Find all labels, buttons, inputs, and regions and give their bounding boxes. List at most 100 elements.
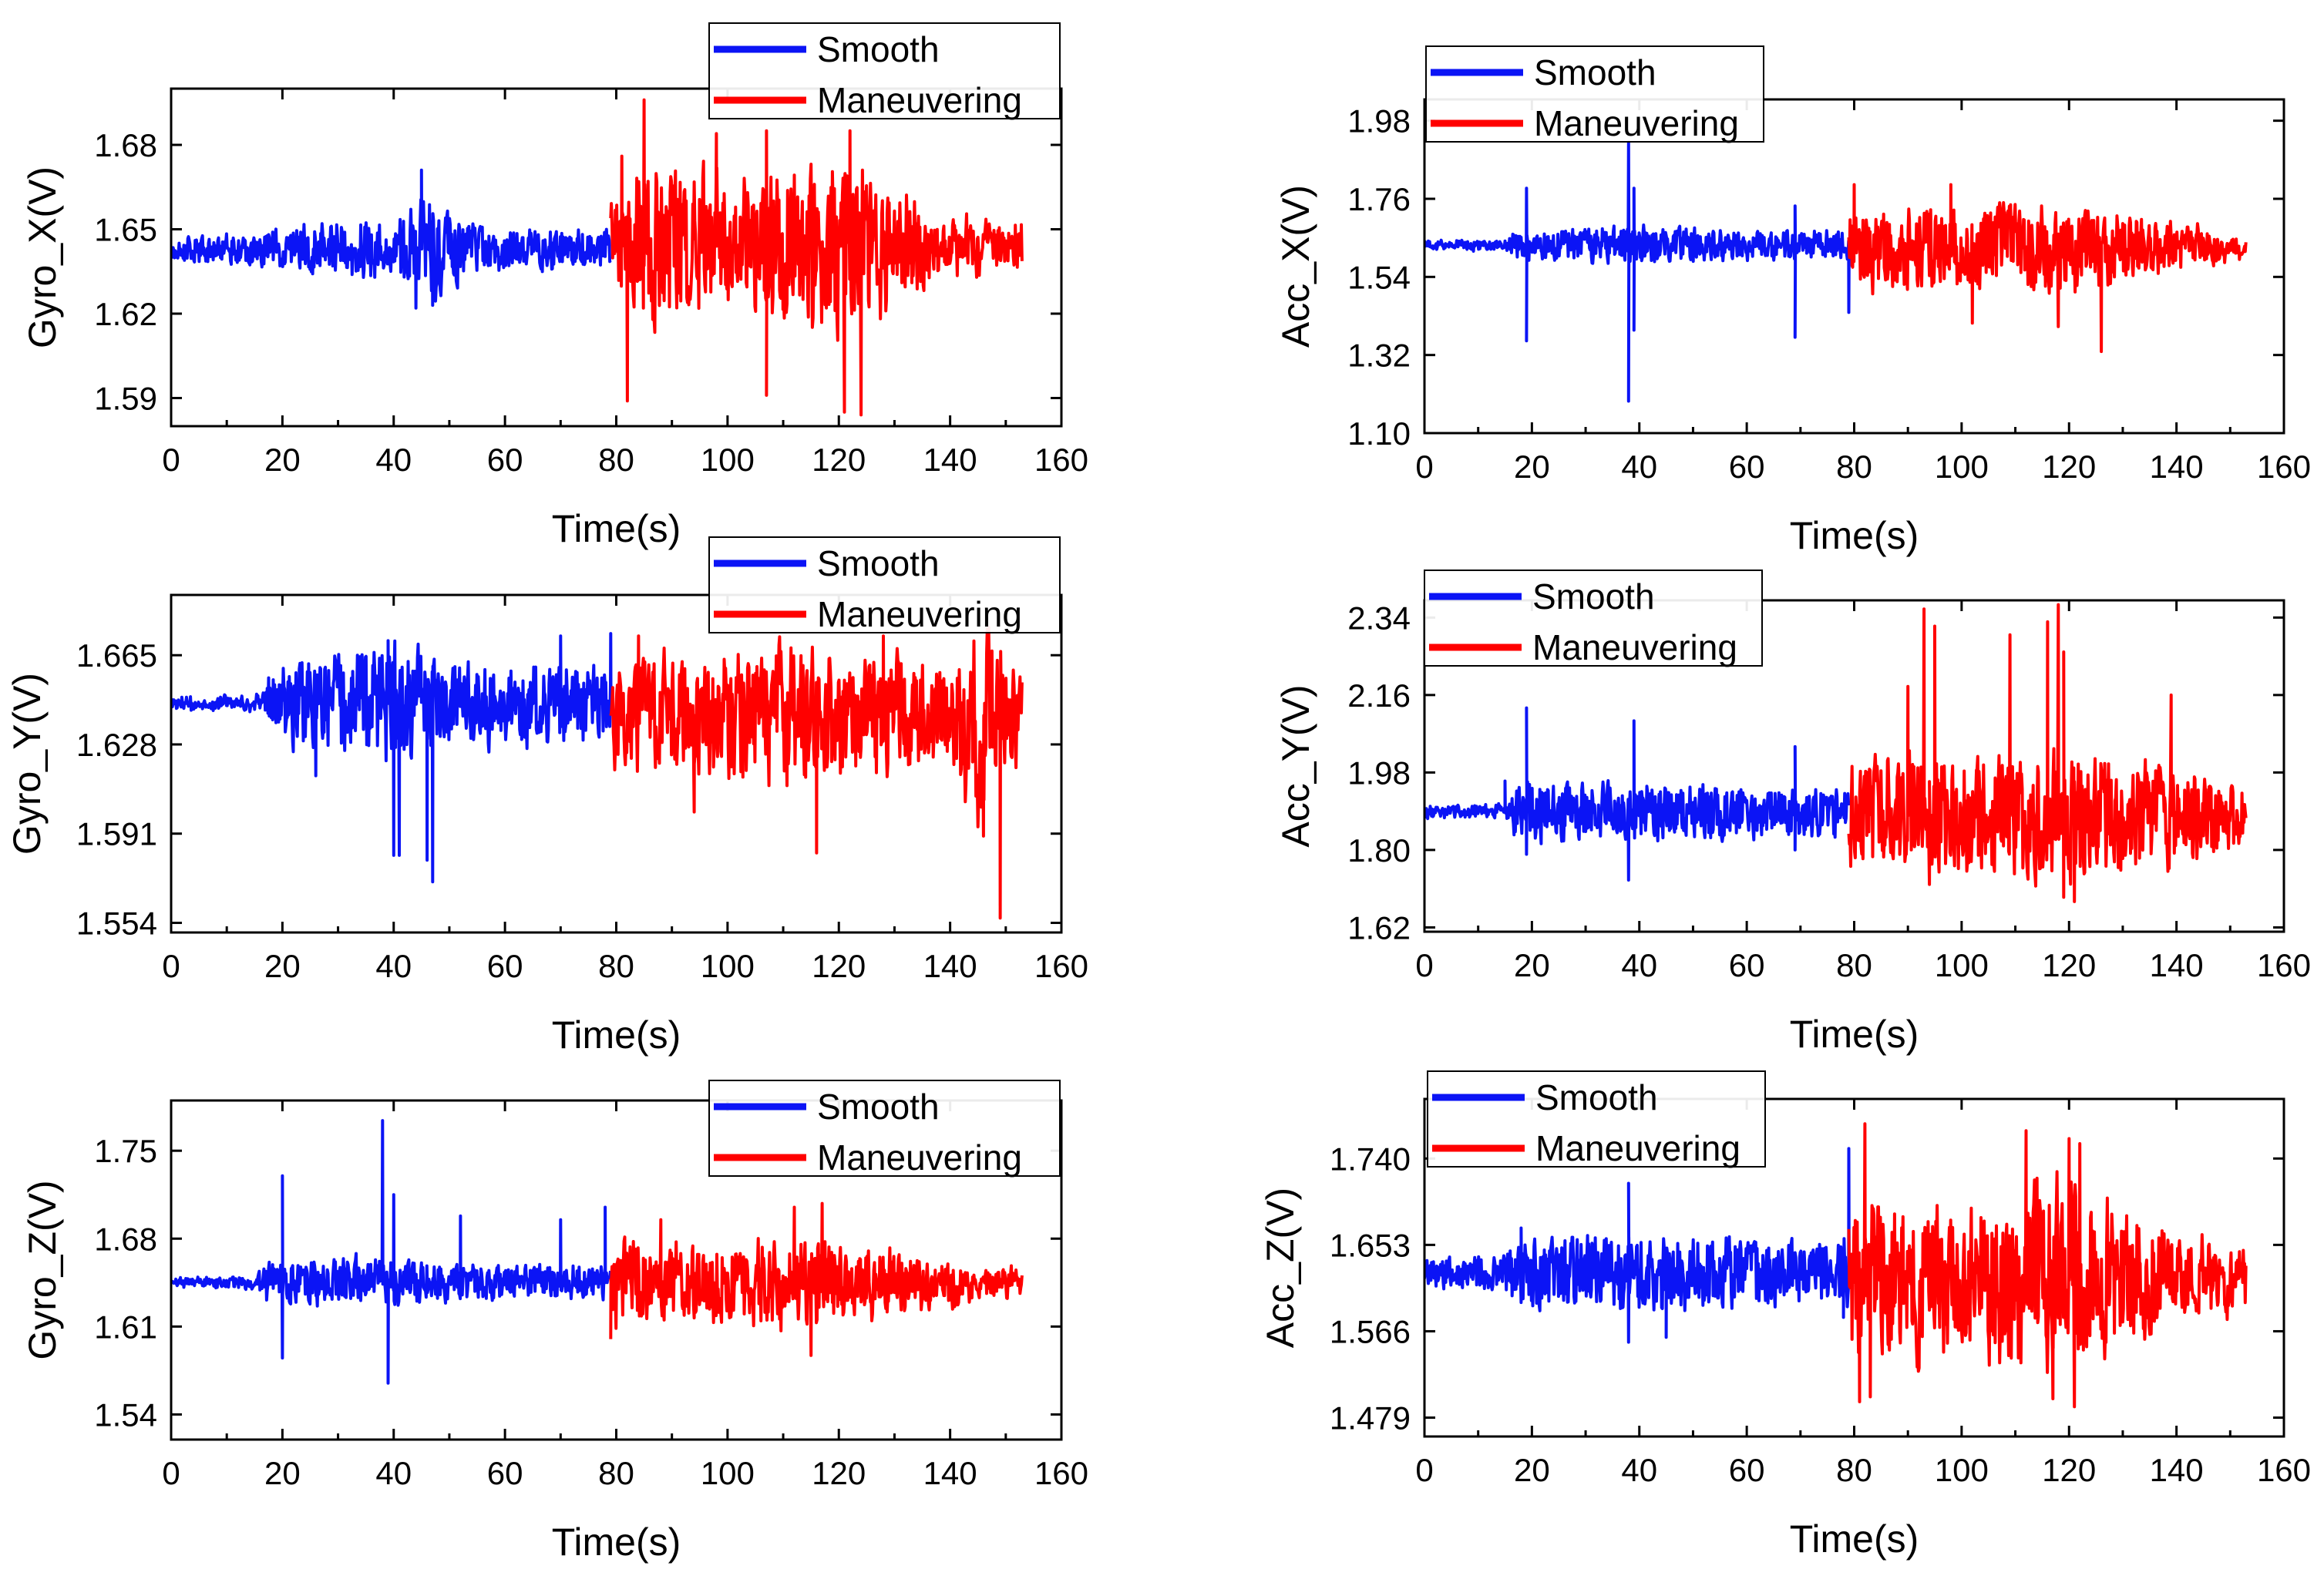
y-tick-label: 1.653 bbox=[1330, 1227, 1411, 1263]
x-tick-label: 120 bbox=[2042, 1452, 2096, 1488]
x-tick-label: 140 bbox=[2150, 449, 2204, 485]
x-tick-label: 120 bbox=[812, 442, 866, 478]
x-tick-label: 60 bbox=[487, 442, 523, 478]
chart-acc-y: 0 20 40 60 80 100 120 140 160 1.62 1.80 1.98 2.16 2.3… bbox=[1274, 570, 2311, 1056]
y-tick-label: 1.98 bbox=[1347, 754, 1411, 791]
y-tick-label: 1.740 bbox=[1330, 1141, 1411, 1177]
series-line-smooth bbox=[1424, 1147, 1851, 1344]
x-tick-label: 80 bbox=[1836, 1452, 1872, 1488]
y-tick-label: 1.98 bbox=[1347, 103, 1411, 139]
x-tick-label: 60 bbox=[487, 948, 523, 984]
y-axis-title: Acc_Z(V) bbox=[1259, 1188, 1302, 1348]
y-tick-label: 1.54 bbox=[94, 1396, 157, 1433]
legend-label-smooth: Smooth bbox=[817, 29, 940, 69]
y-tick-label: 1.566 bbox=[1330, 1313, 1411, 1349]
x-tick-label: 100 bbox=[701, 948, 755, 984]
series-line-smooth bbox=[1424, 706, 1851, 882]
x-tick-label: 0 bbox=[162, 442, 180, 478]
y-tick-label: 1.32 bbox=[1347, 338, 1411, 374]
y-tick-label: 1.591 bbox=[76, 816, 157, 852]
x-tick-label: 80 bbox=[598, 948, 634, 984]
x-tick-label: 80 bbox=[598, 1455, 634, 1491]
legend-label-smooth: Smooth bbox=[1535, 1077, 1658, 1117]
x-tick-label: 0 bbox=[162, 948, 180, 984]
x-tick-label: 100 bbox=[1935, 449, 1989, 485]
y-axis-title: Acc_Y(V) bbox=[1274, 684, 1317, 847]
y-tick-label: 1.68 bbox=[94, 1221, 157, 1257]
y-tick-label: 1.479 bbox=[1330, 1400, 1411, 1436]
x-axis-title: Time(s) bbox=[552, 1520, 681, 1564]
x-tick-label: 100 bbox=[701, 442, 755, 478]
x-tick-label: 140 bbox=[2150, 947, 2204, 983]
x-tick-label: 20 bbox=[264, 1455, 301, 1491]
series-line-maneuvering bbox=[1847, 603, 2248, 903]
x-tick-label: 40 bbox=[1621, 449, 1657, 485]
legend-label-maneuvering: Maneuvering bbox=[1532, 627, 1737, 667]
series-line-maneuvering bbox=[609, 1201, 1024, 1357]
x-axis-title: Time(s) bbox=[1790, 514, 1919, 557]
legend-label-smooth: Smooth bbox=[1532, 576, 1655, 617]
y-axis-title: Gyro_Z(V) bbox=[21, 1180, 64, 1359]
x-tick-label: 160 bbox=[1034, 442, 1088, 478]
y-tick-label: 1.628 bbox=[76, 727, 157, 763]
x-tick-label: 0 bbox=[1415, 947, 1433, 983]
x-tick-label: 40 bbox=[375, 948, 412, 984]
legend-label-maneuvering: Maneuvering bbox=[817, 1137, 1022, 1178]
legend: Smooth Maneuvering bbox=[1424, 570, 1763, 667]
series-line-maneuvering bbox=[1847, 1122, 2248, 1409]
x-tick-label: 120 bbox=[812, 1455, 866, 1491]
x-tick-label: 80 bbox=[1836, 449, 1872, 485]
x-tick-label: 60 bbox=[487, 1455, 523, 1491]
legend: Smooth Maneuvering bbox=[1427, 1070, 1766, 1168]
x-tick-label: 120 bbox=[2042, 449, 2096, 485]
x-tick-label: 140 bbox=[2150, 1452, 2204, 1488]
y-tick-label: 1.54 bbox=[1347, 259, 1411, 295]
legend-label-maneuvering: Maneuvering bbox=[817, 80, 1022, 120]
series-line-maneuvering bbox=[1847, 183, 2248, 354]
y-tick-label: 2.34 bbox=[1347, 600, 1411, 636]
legend-label-smooth: Smooth bbox=[817, 1087, 940, 1127]
y-tick-label: 1.59 bbox=[94, 381, 157, 417]
x-tick-label: 160 bbox=[2257, 947, 2311, 983]
y-tick-label: 1.68 bbox=[94, 127, 157, 163]
x-tick-label: 60 bbox=[1729, 1452, 1765, 1488]
x-tick-label: 100 bbox=[701, 1455, 755, 1491]
y-tick-label: 1.65 bbox=[94, 212, 157, 248]
x-tick-label: 80 bbox=[598, 442, 634, 478]
x-tick-label: 80 bbox=[1836, 947, 1872, 983]
y-tick-label: 2.16 bbox=[1347, 677, 1411, 714]
y-tick-label: 1.665 bbox=[76, 637, 157, 674]
x-tick-label: 20 bbox=[1514, 449, 1550, 485]
x-tick-label: 20 bbox=[264, 442, 301, 478]
x-tick-label: 120 bbox=[812, 948, 866, 984]
legend-label-smooth: Smooth bbox=[1534, 52, 1656, 92]
y-axis-title: Gyro_Y(V) bbox=[5, 673, 49, 855]
x-tick-label: 100 bbox=[1935, 1452, 1989, 1488]
series-line-smooth bbox=[171, 1119, 612, 1385]
chart-gyro-y: 0 20 40 60 80 100 120 140 160 1.554 1.591 1.628 1.66… bbox=[5, 536, 1088, 1057]
x-tick-label: 160 bbox=[2257, 1452, 2311, 1488]
series-line-maneuvering bbox=[609, 626, 1024, 920]
legend-label-maneuvering: Maneuvering bbox=[1535, 1128, 1740, 1168]
x-tick-label: 20 bbox=[1514, 1452, 1550, 1488]
x-tick-label: 40 bbox=[375, 442, 412, 478]
chart-acc-x: 0 20 40 60 80 100 120 140 160 1.10 1.32 1.54 1.76 1.9… bbox=[1274, 45, 2311, 557]
x-tick-label: 60 bbox=[1729, 449, 1765, 485]
legend-label-maneuvering: Maneuvering bbox=[817, 594, 1022, 634]
y-tick-label: 1.10 bbox=[1347, 415, 1411, 452]
y-axis-title: Gyro_X(V) bbox=[21, 166, 64, 348]
series-line-smooth bbox=[171, 168, 612, 310]
series-line-smooth bbox=[171, 632, 613, 884]
x-tick-label: 120 bbox=[2042, 947, 2096, 983]
chart-gyro-x: 0 20 40 60 80 100 120 140 160 1.59 1.62 1.65 1.68 Tim… bbox=[21, 22, 1088, 550]
x-tick-label: 20 bbox=[264, 948, 301, 984]
x-axis-title: Time(s) bbox=[552, 507, 681, 550]
y-axis-title: Acc_X(V) bbox=[1274, 185, 1317, 348]
legend: Smooth Maneuvering bbox=[708, 1080, 1061, 1178]
y-tick-label: 1.554 bbox=[76, 905, 157, 941]
y-tick-label: 1.62 bbox=[94, 296, 157, 332]
x-tick-label: 60 bbox=[1729, 947, 1765, 983]
legend-label-maneuvering: Maneuvering bbox=[1534, 103, 1739, 143]
x-tick-label: 40 bbox=[1621, 1452, 1657, 1488]
